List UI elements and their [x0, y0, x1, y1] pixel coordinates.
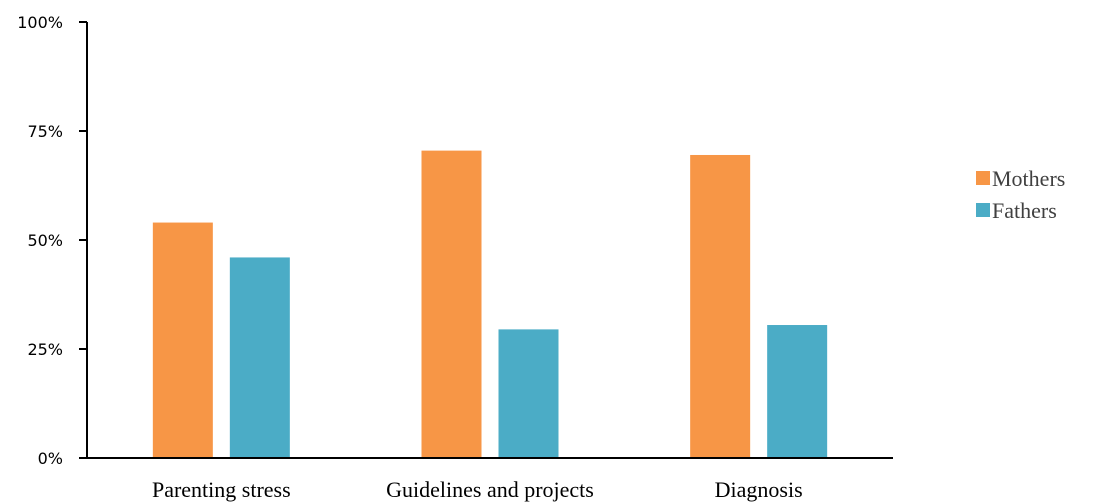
y-tick-label: 100%	[17, 13, 63, 32]
y-tick-label: 0%	[38, 449, 63, 468]
bar-mothers-guidelines-and-projects	[421, 150, 482, 458]
legend-swatch-mothers	[976, 171, 990, 185]
y-tick-label: 75%	[27, 122, 63, 141]
bars-layer	[152, 150, 828, 459]
bar-fathers-guidelines-and-projects	[498, 329, 559, 458]
x-axis: Parenting stress Guidelines and projects D…	[87, 457, 893, 502]
legend-label-mothers: Mothers	[992, 166, 1065, 191]
legend-swatch-fathers	[976, 203, 990, 217]
y-tick-label: 50%	[27, 231, 63, 250]
x-category-label: Guidelines and projects	[386, 477, 594, 502]
x-category-label: Diagnosis	[715, 477, 803, 502]
legend: Mothers Fathers	[976, 166, 1065, 223]
legend-label-fathers: Fathers	[992, 198, 1057, 223]
bar-fathers-diagnosis	[767, 325, 828, 458]
bar-mothers-diagnosis	[690, 154, 751, 459]
y-tick-label: 25%	[27, 340, 63, 359]
y-axis: 0% 25% 50% 75% 100%	[17, 13, 88, 468]
bar-mothers-parenting-stress	[152, 222, 213, 458]
bar-fathers-parenting-stress	[229, 257, 290, 458]
x-category-label: Parenting stress	[152, 477, 291, 502]
